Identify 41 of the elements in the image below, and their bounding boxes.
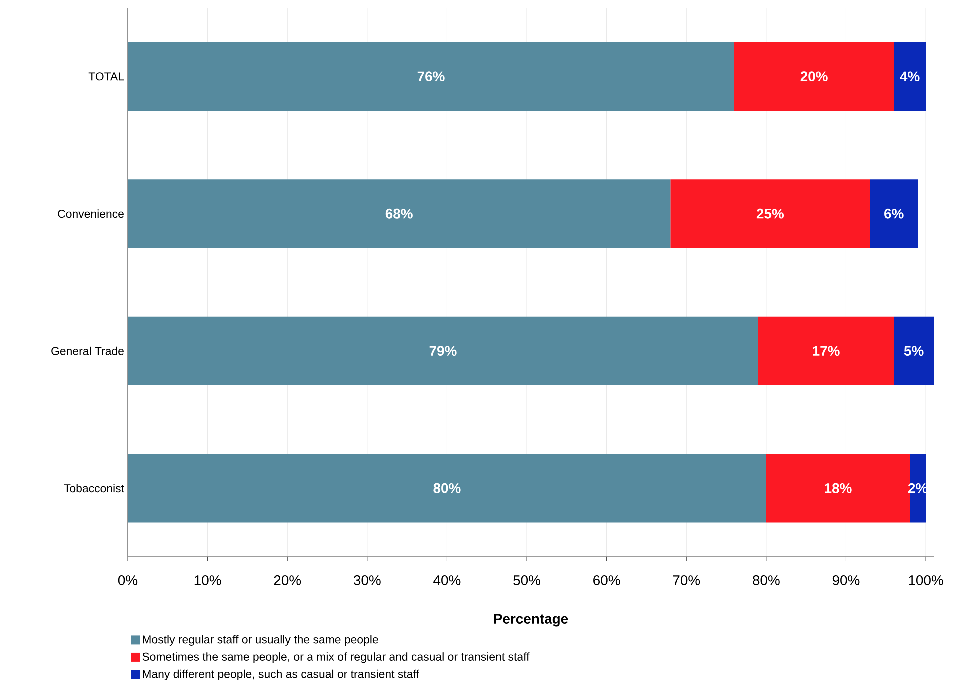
data-label: 4% (900, 72, 920, 82)
x-tick-label: 0% (118, 576, 138, 586)
legend-label: Mostly regular staff or usually the same people (143, 635, 378, 646)
bar (734, 42, 894, 111)
data-label: 79% (430, 346, 457, 356)
legend-label: Many different people, such as casual or transient staff (143, 670, 420, 681)
x-tick-label: 100% (909, 576, 944, 586)
x-tick-label: 60% (594, 576, 620, 586)
x-tick-label: 30% (354, 576, 381, 586)
x-tick-label: 80% (753, 576, 780, 586)
legend-label: Sometimes the same people, or a mix of regular and casual or transient staff (142, 652, 530, 664)
bar (894, 316, 934, 386)
x-tick-label: 20% (274, 576, 302, 586)
bar (870, 180, 918, 248)
bar (894, 42, 926, 111)
y-tick-label: Tobacconist (64, 484, 124, 493)
data-label: 25% (756, 208, 784, 219)
bar (670, 180, 870, 248)
data-label: 68% (386, 208, 413, 219)
x-tick-label: 90% (832, 576, 860, 586)
bar (758, 316, 894, 386)
y-tick-label: General Trade (52, 346, 124, 356)
data-label: 5% (904, 346, 924, 356)
bar (128, 454, 766, 523)
y-tick-label: TOTAL (88, 72, 124, 81)
data-label: 76% (418, 72, 445, 82)
x-axis-title: Percentage (494, 614, 568, 627)
x-tick-label: 40% (434, 576, 461, 586)
data-label: 17% (813, 346, 840, 356)
bar (128, 316, 758, 386)
bar (128, 180, 671, 248)
data-label: 18% (825, 483, 852, 494)
bar (128, 42, 735, 111)
data-label: 80% (434, 483, 461, 494)
data-label: 20% (800, 72, 828, 82)
x-tick-label: 50% (514, 576, 540, 586)
x-tick-label: 70% (673, 576, 700, 586)
x-tick-label: 10% (194, 576, 222, 586)
y-tick-label: Convenience (58, 210, 124, 218)
bar (766, 454, 910, 523)
data-label: 6% (884, 208, 904, 219)
